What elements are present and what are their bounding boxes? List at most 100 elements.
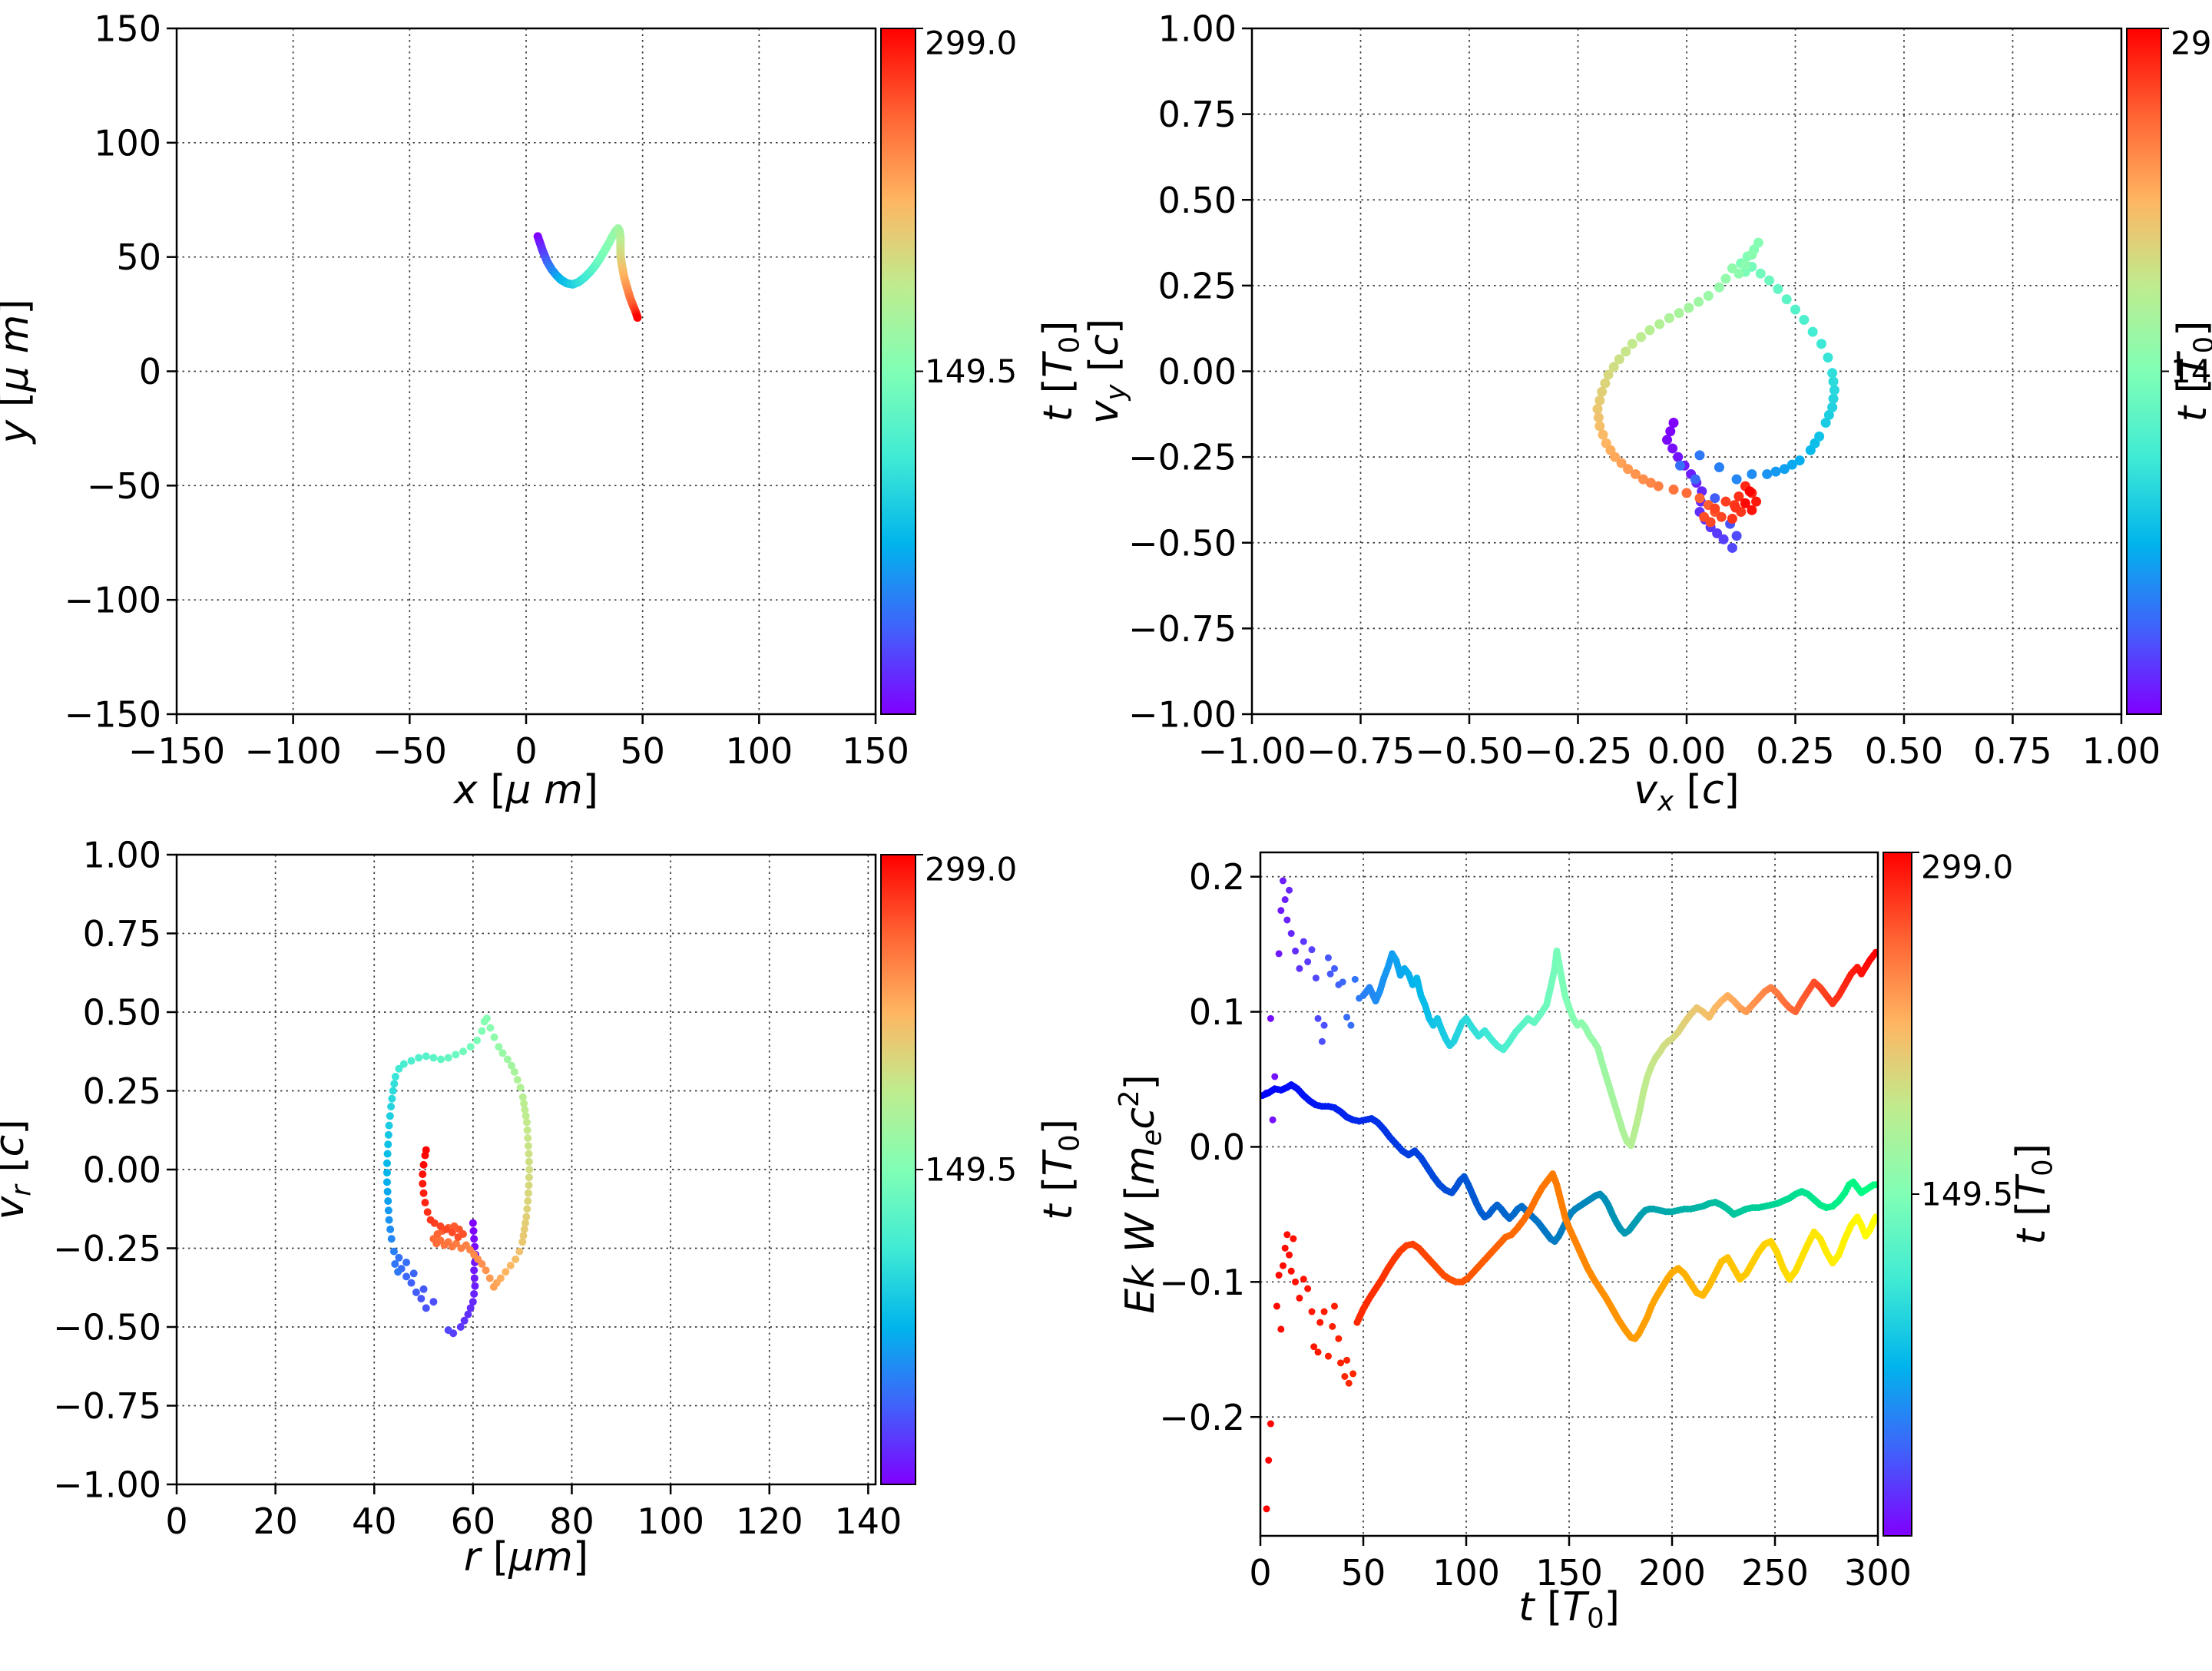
tick-label-x: 250 bbox=[1741, 1552, 1809, 1593]
data-point bbox=[1740, 498, 1750, 508]
data-point bbox=[385, 1121, 393, 1130]
tick-label-x: −0.50 bbox=[1416, 730, 1524, 772]
data-point bbox=[1820, 417, 1831, 428]
data-point bbox=[391, 1073, 399, 1081]
data-point bbox=[1594, 395, 1605, 405]
data-point bbox=[454, 1233, 462, 1242]
data-point bbox=[412, 1288, 420, 1296]
data-point bbox=[1714, 282, 1724, 293]
tick-label-y: 0.50 bbox=[1158, 180, 1237, 221]
data-point bbox=[470, 1266, 478, 1275]
data-point bbox=[1786, 459, 1797, 470]
data-point bbox=[482, 1014, 491, 1023]
data-point bbox=[1665, 426, 1676, 437]
tick-label-y: 0.0 bbox=[1189, 1127, 1245, 1168]
data-point bbox=[1755, 268, 1766, 279]
data-point bbox=[442, 1225, 451, 1233]
data-point bbox=[1827, 368, 1838, 379]
data-point bbox=[513, 1076, 522, 1084]
data-point bbox=[1727, 542, 1737, 553]
data-point bbox=[1594, 421, 1605, 432]
data-point bbox=[1621, 346, 1631, 357]
data-point bbox=[407, 1057, 416, 1065]
data-point bbox=[521, 1106, 529, 1114]
data-point bbox=[1627, 339, 1637, 349]
data-point bbox=[1279, 877, 1286, 885]
data-point bbox=[1597, 386, 1608, 397]
data-point bbox=[384, 1130, 392, 1139]
data-point bbox=[1747, 250, 1757, 260]
data-point bbox=[426, 1216, 435, 1224]
data-point bbox=[1664, 313, 1674, 323]
data-point bbox=[1330, 1302, 1338, 1310]
data-point bbox=[478, 1027, 486, 1035]
data-point bbox=[419, 1285, 428, 1293]
data-point bbox=[1320, 1308, 1328, 1315]
data-point bbox=[419, 1189, 428, 1197]
tick-label-y: 0.75 bbox=[83, 913, 161, 955]
data-point bbox=[417, 1295, 426, 1303]
data-point bbox=[1300, 938, 1307, 945]
data-point bbox=[1608, 362, 1619, 372]
tick-label-y: 0.50 bbox=[83, 992, 161, 1034]
data-point bbox=[1823, 409, 1834, 420]
tick-label-x: −0.25 bbox=[1524, 730, 1632, 772]
data-point bbox=[1283, 1231, 1291, 1239]
data-point bbox=[1644, 325, 1655, 336]
data-point bbox=[1349, 1370, 1357, 1378]
data-point bbox=[1290, 1235, 1297, 1242]
data-point bbox=[1271, 1073, 1279, 1080]
tick-label-y: −100 bbox=[65, 580, 161, 621]
tick-label-x: 300 bbox=[1844, 1552, 1912, 1593]
tick-label-x: 20 bbox=[253, 1501, 298, 1542]
colorbar bbox=[881, 855, 916, 1484]
data-point bbox=[522, 1112, 530, 1120]
data-point bbox=[1694, 296, 1704, 307]
data-point bbox=[525, 1181, 533, 1190]
data-point bbox=[1347, 1021, 1355, 1029]
subplot-velocity-r-vr: 0 20 40 60 80 100 120 140 1.00 0.75 0.50 0.25 0.00 −0… bbox=[0, 835, 1085, 1580]
tick-label-y: 150 bbox=[94, 8, 161, 50]
data-point bbox=[1343, 1356, 1351, 1364]
data-point bbox=[1286, 886, 1293, 894]
y-axis-label: vr [c] bbox=[0, 1119, 37, 1219]
series-dots bbox=[1260, 877, 1878, 1513]
tick-label-y: −0.2 bbox=[1159, 1397, 1245, 1438]
data-point bbox=[1304, 1285, 1312, 1292]
tick-label-y: 0 bbox=[139, 351, 161, 392]
data-point bbox=[444, 1326, 452, 1335]
tick-label-x: 0.50 bbox=[1865, 730, 1943, 772]
tick-label-x: 100 bbox=[1432, 1552, 1500, 1593]
tick-label-x: 150 bbox=[842, 730, 909, 772]
data-point bbox=[525, 1173, 533, 1182]
tick-label-y: −1.00 bbox=[1128, 694, 1237, 736]
data-point bbox=[1718, 534, 1729, 544]
data-point bbox=[1872, 1213, 1878, 1221]
y-axis-label: Ek W [mec2] bbox=[1114, 1074, 1167, 1314]
data-point bbox=[1720, 273, 1731, 284]
data-point bbox=[1308, 1308, 1316, 1315]
subplot-trajectory-x-y: −150 −100 −50 0 50 100 150 150 100 50 0 −50 −100 −150… bbox=[0, 8, 1085, 813]
data-point bbox=[1269, 1116, 1277, 1123]
data-point bbox=[1694, 450, 1705, 461]
data-point bbox=[1872, 948, 1878, 956]
data-point bbox=[1592, 404, 1603, 415]
data-point bbox=[470, 1289, 478, 1298]
data-point bbox=[1762, 468, 1773, 479]
data-point bbox=[482, 1266, 490, 1275]
data-point bbox=[1753, 237, 1763, 248]
tick-label-x: −1.00 bbox=[1198, 730, 1306, 772]
data-point bbox=[524, 1197, 532, 1205]
tick-label-y: −0.50 bbox=[53, 1307, 161, 1348]
data-point bbox=[1598, 429, 1608, 440]
data-point bbox=[470, 1235, 478, 1243]
data-point bbox=[1816, 339, 1826, 349]
data-point bbox=[1828, 393, 1839, 404]
data-point bbox=[1814, 431, 1825, 442]
data-point bbox=[1616, 458, 1627, 468]
data-point bbox=[1603, 369, 1614, 380]
tick-label-y: 50 bbox=[116, 237, 161, 278]
data-point bbox=[518, 1238, 527, 1246]
data-point bbox=[486, 1024, 495, 1032]
